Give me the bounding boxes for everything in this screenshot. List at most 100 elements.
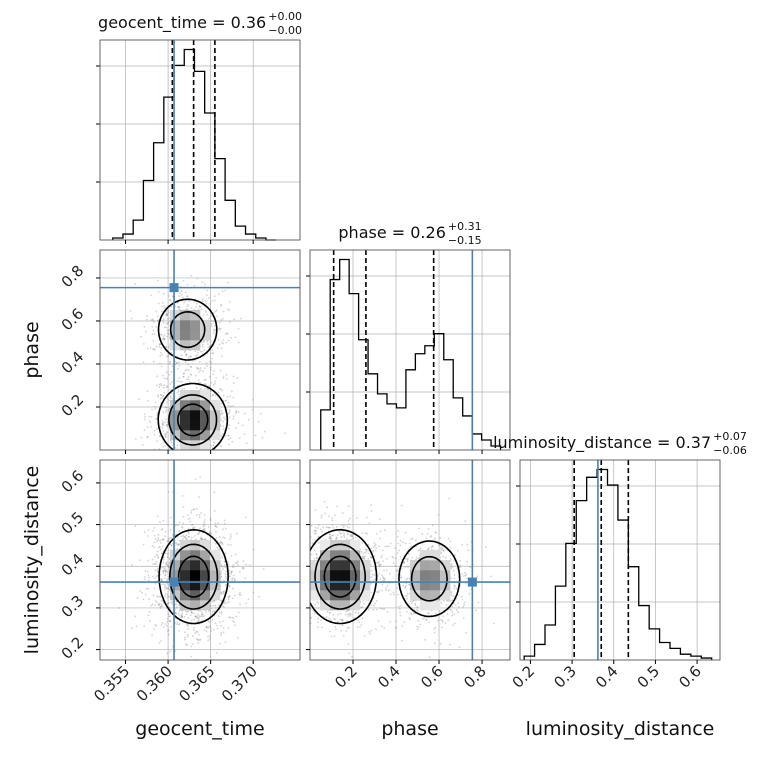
density-bin [350,600,361,611]
sample-point [303,609,305,611]
sample-point [251,408,254,411]
sample-point [403,561,405,564]
sample-point [197,619,200,622]
sample-point [185,308,187,311]
sample-point [160,394,163,397]
sample-point [378,565,381,568]
sample-point [207,526,210,528]
density-bin [360,560,371,571]
sample-point [175,607,178,609]
sample-point [333,635,336,638]
sample-point [206,289,209,292]
sample-point [440,602,443,604]
sample-point [456,549,459,552]
sample-point [167,553,169,556]
sample-point [230,390,233,393]
contour-line [323,555,357,598]
sample-point [259,412,262,415]
sample-point [220,611,223,613]
sample-point [215,455,217,457]
sample-point [437,514,440,516]
sample-point [315,553,318,556]
sample-point [444,622,447,625]
sample-point [163,568,166,570]
sample-point [164,593,167,596]
sample-point [162,394,165,397]
sample-point [369,632,372,635]
density-bin [320,550,331,561]
sample-point [165,411,167,413]
density-bin [350,540,361,551]
sample-point [190,610,193,613]
sample-point [189,614,192,617]
sample-point [163,570,165,572]
sample-point [442,549,445,552]
x-axis-label-phase: phase [381,718,438,740]
sample-point [320,626,323,629]
sample-point [367,557,370,560]
sample-point [227,404,230,407]
density-bin [420,570,431,581]
sample-point [220,402,223,405]
sample-point [223,600,226,603]
sample-point [343,534,345,537]
sample-point [401,639,403,642]
sample-point [164,574,167,577]
sample-point [209,366,212,369]
sample-point [484,546,487,548]
sample-point [143,413,146,416]
sample-point [166,593,169,595]
sample-point [416,628,419,631]
sample-point [370,504,373,506]
sample-point [168,615,170,618]
sample-point [247,598,250,601]
sample-point [446,600,448,602]
sample-point [177,393,180,396]
sample-point [157,604,160,607]
sample-point [153,555,156,558]
sample-point [200,308,203,311]
sample-point [158,343,161,346]
sample-point [224,399,227,402]
sample-point [187,531,190,534]
sample-point [332,526,335,529]
sample-point [394,564,397,567]
sample-point [329,533,332,536]
sample-point [226,332,229,335]
sample-point [165,371,168,374]
sample-point [192,629,195,631]
sample-point [143,418,146,421]
sample-point [406,560,409,563]
sample-point [167,583,170,586]
sample-point [405,578,407,581]
sample-point [187,616,190,619]
sample-point [395,627,397,630]
sample-point [184,350,187,353]
sample-point [161,374,164,377]
sample-point [421,543,424,545]
sample-point [442,621,444,623]
sample-point [336,505,338,508]
sample-point [336,533,339,536]
sample-point [194,615,197,618]
sample-point [195,386,198,389]
sample-point [160,577,163,580]
sample-point [247,418,250,421]
sample-point [361,606,364,609]
sample-point [239,603,241,606]
sample-point [186,378,188,381]
sample-point [342,634,345,637]
sample-point [305,613,307,615]
sample-point [208,531,211,534]
sample-point [224,584,227,586]
sample-point [155,345,158,348]
sample-point [166,556,169,559]
sample-point [165,313,168,316]
sample-point [444,556,447,559]
sample-point [176,447,179,450]
sample-point [374,602,377,605]
sample-point [334,625,337,628]
sample-point [162,538,165,541]
sample-point [177,390,180,393]
sample-point [402,541,404,544]
